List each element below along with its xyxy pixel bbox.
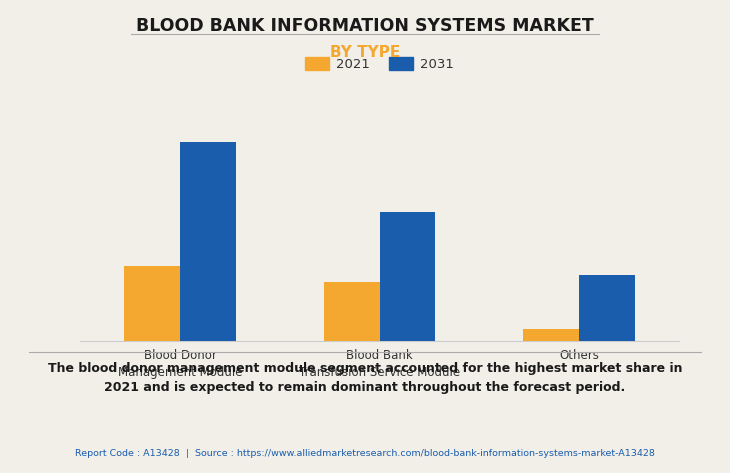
Bar: [523, 329, 579, 341]
Text: BY TYPE: BY TYPE: [330, 45, 400, 60]
Bar: [180, 142, 236, 341]
Text: BLOOD BANK INFORMATION SYSTEMS MARKET: BLOOD BANK INFORMATION SYSTEMS MARKET: [136, 17, 594, 35]
Bar: [579, 275, 635, 341]
Text: The blood donor management module segment accounted for the highest market share: The blood donor management module segmen…: [47, 362, 683, 394]
Text: Report Code : A13428  |  Source : https://www.alliedmarketresearch.com/blood-ban: Report Code : A13428 | Source : https://…: [75, 449, 655, 458]
Legend: 2021, 2031: 2021, 2031: [300, 52, 459, 76]
Bar: [323, 282, 380, 341]
Bar: [124, 266, 180, 341]
Bar: [380, 212, 436, 341]
